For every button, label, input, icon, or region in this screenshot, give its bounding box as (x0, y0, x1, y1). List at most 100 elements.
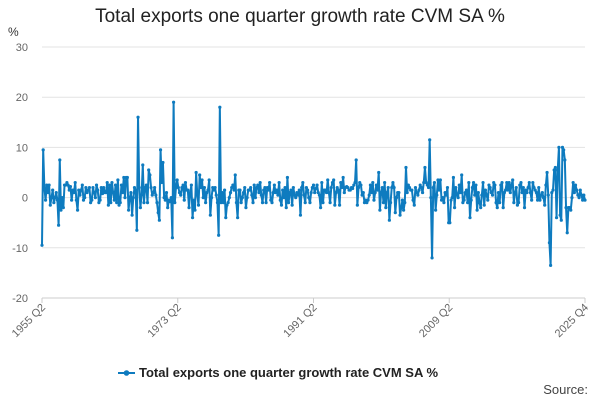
data-point (236, 216, 240, 220)
data-point (155, 201, 159, 205)
data-point (420, 190, 425, 195)
data-point (535, 198, 540, 202)
data-point (245, 196, 249, 200)
data-point (264, 201, 268, 205)
data-point (218, 105, 222, 109)
data-point (239, 201, 243, 205)
data-point (477, 201, 482, 205)
data-point (493, 183, 497, 187)
data-point (403, 201, 407, 205)
data-point (170, 236, 175, 240)
data-point (482, 203, 486, 207)
data-point (161, 160, 165, 165)
data-point (377, 170, 381, 175)
data-point (99, 185, 103, 190)
data-point (543, 203, 547, 207)
data-point (81, 198, 86, 202)
data-point (583, 198, 587, 202)
data-point (150, 193, 154, 197)
data-point (330, 180, 335, 185)
legend-dot-swatch (123, 370, 130, 376)
data-point (110, 180, 114, 185)
data-point (89, 201, 93, 205)
data-point (271, 190, 275, 195)
data-point (341, 175, 345, 180)
data-point (91, 185, 95, 190)
data-point (176, 185, 180, 190)
data-point (480, 193, 484, 197)
data-point (262, 188, 266, 192)
data-point (266, 188, 271, 192)
data-point (367, 193, 371, 197)
data-point (333, 203, 337, 207)
x-tick-label: 2025 Q4 (553, 302, 591, 340)
gridlines (42, 46, 585, 249)
data-point (307, 196, 311, 200)
data-point (544, 183, 548, 187)
data-point (534, 190, 538, 195)
data-point (339, 180, 343, 185)
data-point (92, 190, 96, 195)
data-point (199, 185, 203, 190)
data-point (54, 190, 58, 195)
data-point (151, 190, 156, 195)
data-point (554, 216, 559, 220)
data-point (560, 145, 565, 149)
data-point (80, 183, 84, 187)
data-point (204, 201, 208, 205)
data-point (215, 201, 220, 205)
data-point (528, 190, 533, 195)
data-point (386, 185, 390, 190)
data-point (112, 198, 116, 202)
data-point (72, 190, 76, 195)
data-point (277, 180, 281, 185)
data-point (272, 183, 276, 187)
data-point (466, 201, 470, 205)
data-point (41, 148, 45, 152)
data-point (73, 180, 77, 185)
data-point (172, 100, 176, 104)
data-point (138, 206, 142, 210)
data-point (550, 190, 554, 195)
data-point (308, 201, 312, 205)
series-points (40, 100, 587, 267)
data-point (240, 196, 244, 200)
data-point (458, 190, 463, 195)
data-point (517, 201, 521, 205)
data-point (202, 185, 207, 190)
data-point (123, 196, 127, 200)
y-tick-label: 10 (16, 142, 28, 154)
data-point (418, 183, 422, 187)
data-point (379, 190, 383, 195)
data-point (454, 185, 458, 190)
data-point (572, 190, 576, 195)
data-point (469, 198, 473, 202)
data-point (166, 206, 170, 210)
data-point (342, 190, 346, 195)
legend[interactable]: Total exports one quarter growth rate CV… (118, 365, 438, 380)
data-point (398, 213, 402, 217)
y-tick-label: 30 (16, 42, 28, 54)
data-point (157, 218, 161, 222)
data-point (278, 198, 282, 202)
data-point (147, 168, 151, 172)
data-point (394, 196, 399, 200)
data-point (145, 201, 150, 205)
data-point (488, 185, 492, 190)
data-point (449, 198, 453, 202)
data-point (417, 188, 421, 192)
data-point (68, 184, 73, 189)
data-point (241, 190, 246, 195)
data-point (431, 185, 435, 190)
data-point (265, 185, 269, 190)
data-point (369, 190, 374, 195)
data-point (224, 216, 228, 220)
data-point (348, 188, 352, 192)
data-point (315, 183, 319, 187)
data-point (52, 201, 56, 205)
data-point (187, 206, 191, 210)
data-point (545, 170, 549, 175)
data-point (296, 193, 300, 197)
data-point (320, 180, 324, 185)
y-axis-ticks: 30 20 10 0 -10 -20 (12, 42, 28, 305)
